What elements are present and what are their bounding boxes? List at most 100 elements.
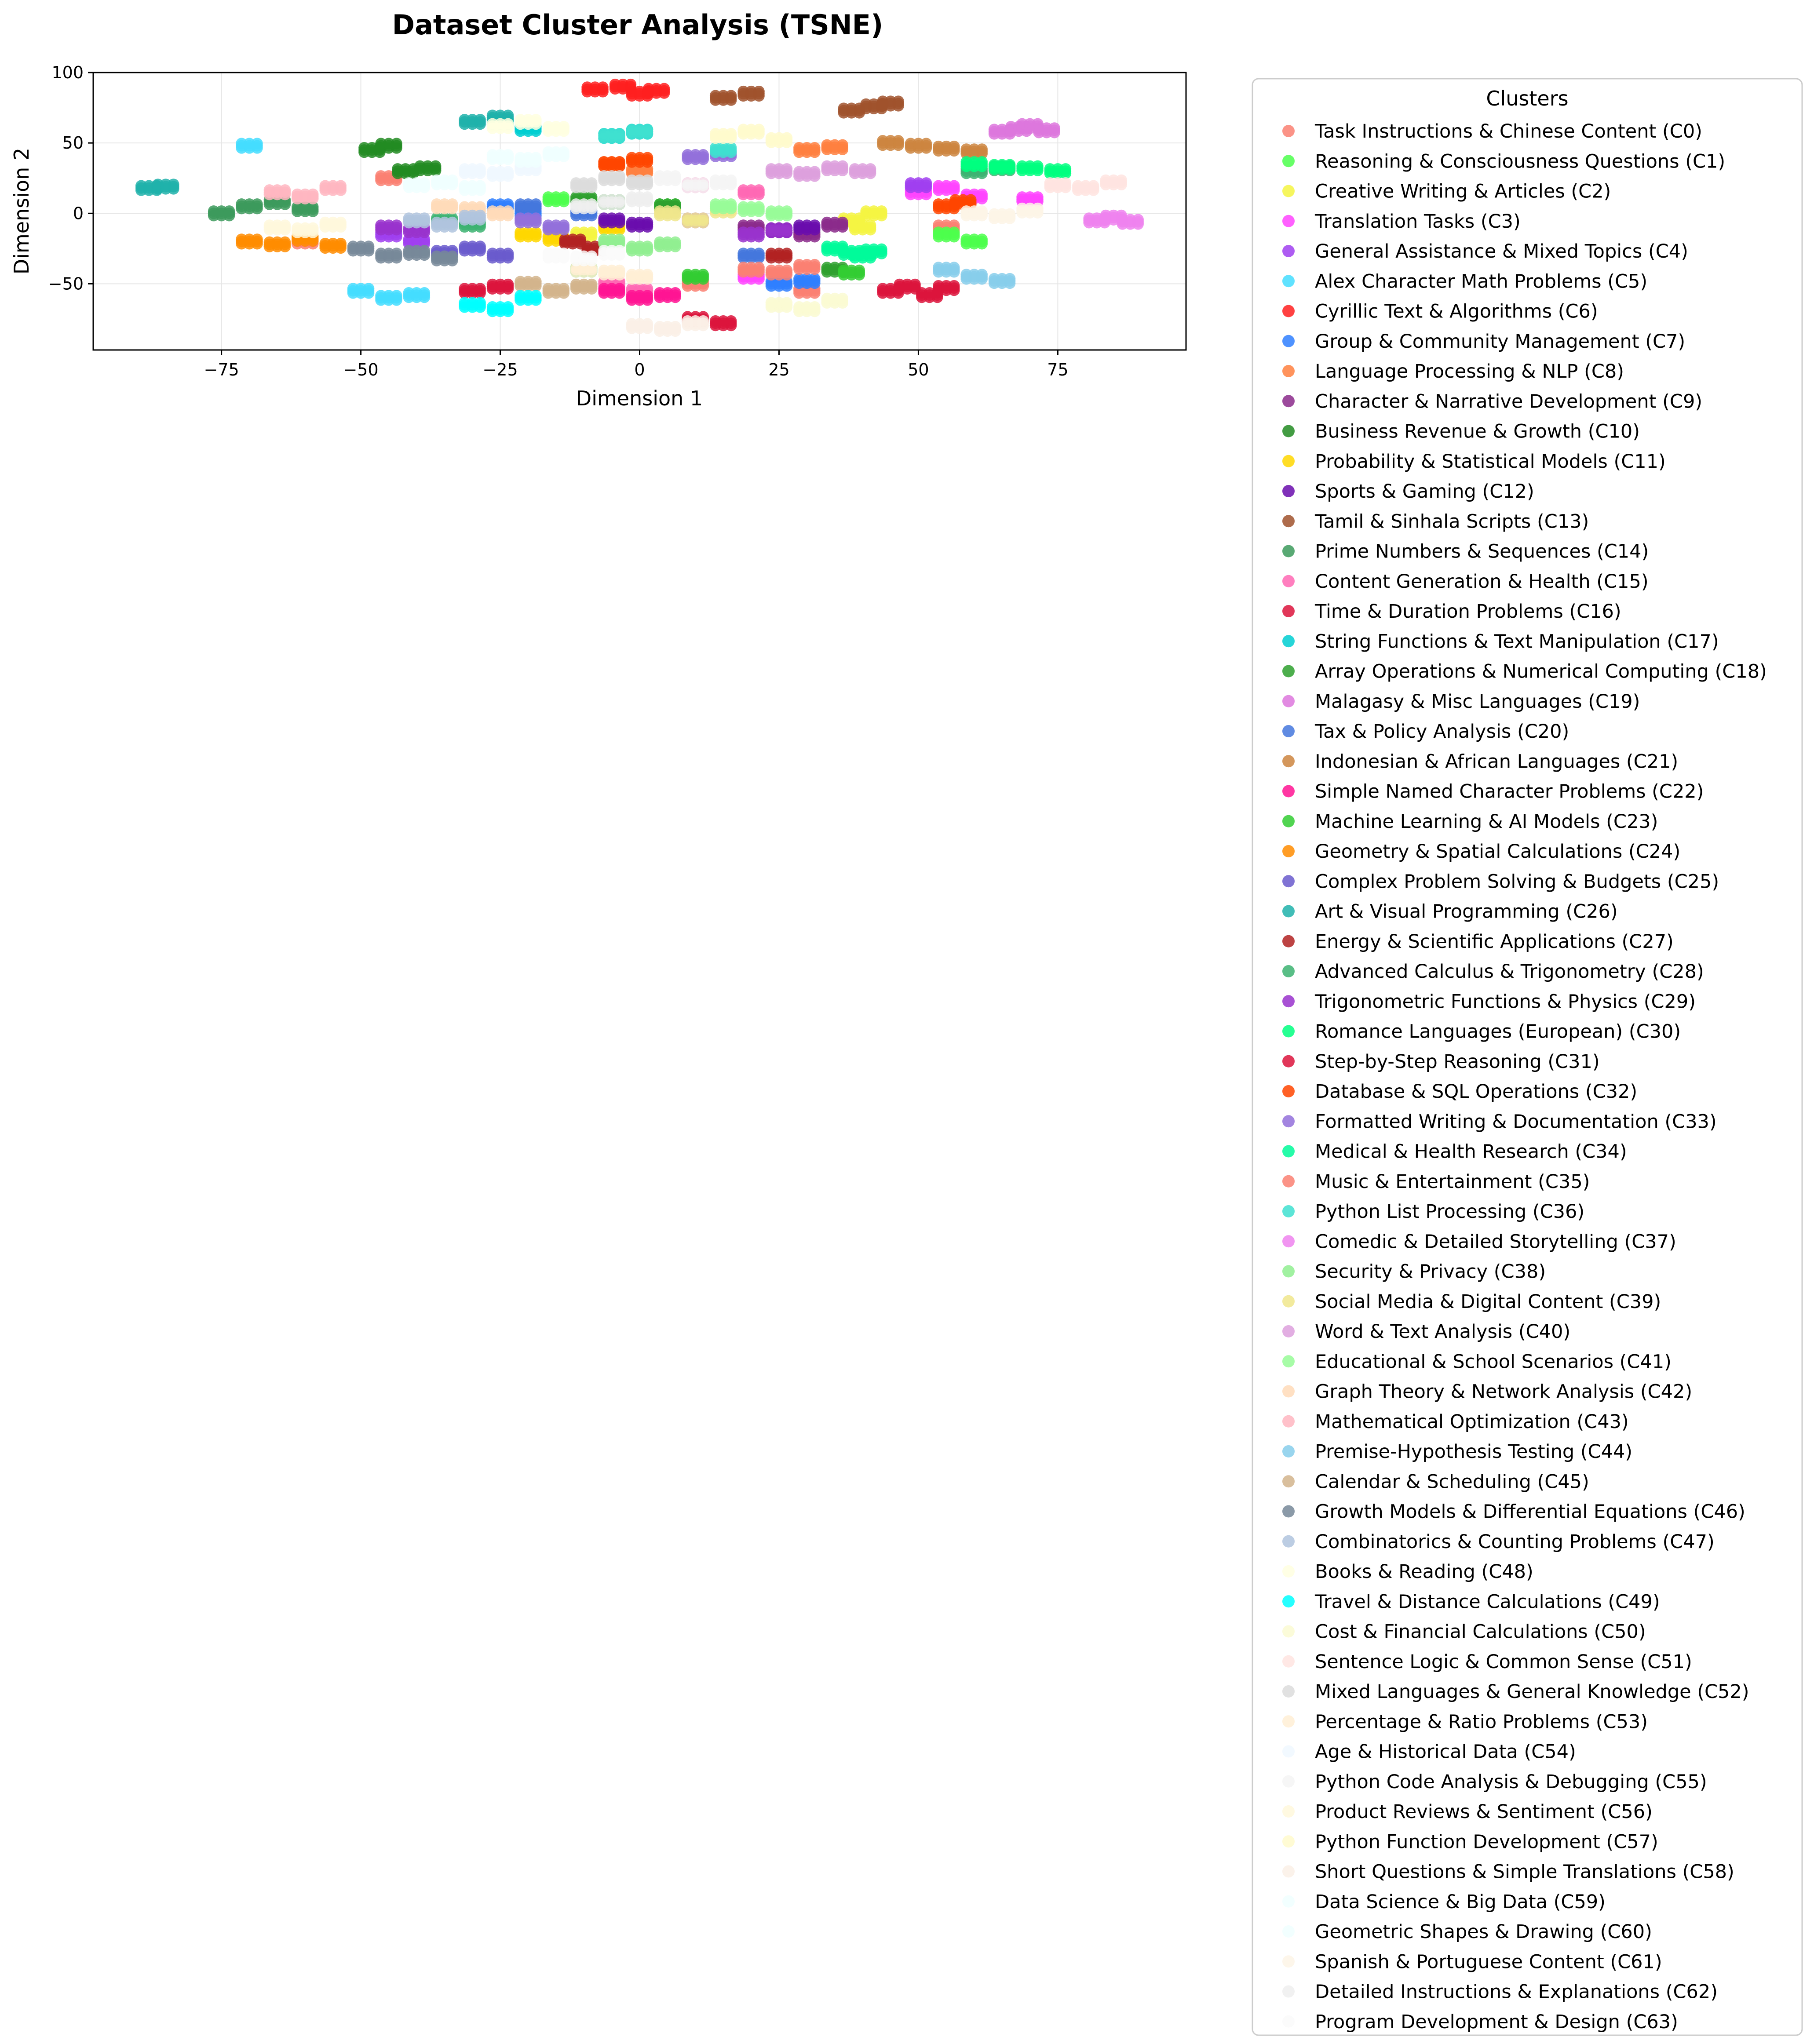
legend-entry: Malagasy & Misc Languages (C19)	[1315, 691, 1640, 713]
data-point	[892, 95, 904, 107]
legend-entry: Trigonometric Functions & Physics (C29)	[1314, 991, 1696, 1013]
legend-marker	[1282, 1655, 1295, 1668]
data-point	[502, 118, 514, 130]
data-point	[558, 219, 570, 231]
legend-title: Clusters	[1486, 87, 1568, 110]
legend-entry: Indonesian & African Languages (C21)	[1315, 751, 1678, 772]
data-point	[1060, 163, 1072, 175]
legend-entry: Combinatorics & Counting Problems (C47)	[1315, 1531, 1715, 1553]
legend-marker	[1282, 125, 1295, 137]
data-point	[725, 90, 737, 102]
legend-entry: Spanish & Portuguese Content (C61)	[1315, 1951, 1662, 1973]
data-point	[753, 262, 765, 273]
y-axis-label: Dimension 2	[10, 148, 33, 274]
scatter-points	[135, 78, 1144, 337]
data-point	[586, 250, 598, 262]
data-point	[809, 166, 821, 178]
data-point	[502, 149, 514, 161]
data-point	[781, 205, 793, 217]
legend-marker	[1282, 845, 1295, 857]
data-point	[1088, 180, 1099, 192]
data-point	[251, 198, 263, 210]
data-point	[976, 143, 988, 155]
data-point	[976, 233, 988, 245]
data-point	[1132, 214, 1144, 226]
data-point	[809, 219, 821, 231]
legend-marker	[1282, 1805, 1295, 1818]
legend-marker	[1282, 875, 1295, 888]
legend-frame	[1252, 78, 1803, 2036]
legend-marker	[1282, 1925, 1295, 1938]
data-point	[586, 278, 598, 290]
legend-entry: Character & Narrative Development (C9)	[1315, 390, 1702, 412]
legend-entry: Array Operations & Numerical Computing (…	[1315, 661, 1767, 683]
data-point	[558, 146, 570, 158]
legend-marker	[1282, 395, 1295, 408]
data-point	[976, 156, 988, 168]
data-point	[642, 318, 653, 330]
data-point	[1032, 202, 1044, 214]
data-point	[419, 287, 431, 299]
data-point	[781, 222, 793, 234]
legend-entry: Python List Processing (C36)	[1315, 1201, 1584, 1223]
data-point	[909, 278, 921, 290]
legend-entry: Mixed Languages & General Knowledge (C52…	[1315, 1681, 1749, 1703]
data-point	[697, 269, 709, 281]
legend-marker	[1282, 455, 1295, 467]
data-point	[753, 124, 765, 135]
legend-entry: Medical & Health Research (C34)	[1315, 1141, 1627, 1163]
legend-entry: Educational & School Scenarios (C41)	[1315, 1351, 1672, 1373]
data-point	[251, 233, 263, 245]
legend-entry: Comedic & Detailed Storytelling (C37)	[1315, 1231, 1676, 1253]
legend-marker	[1282, 1205, 1295, 1217]
data-point	[613, 283, 625, 295]
legend-entry: Word & Text Analysis (C40)	[1315, 1321, 1570, 1343]
x-axis: −75 −50 −25 0 25 50 75	[204, 350, 1069, 379]
data-point	[642, 216, 653, 228]
data-point	[1048, 122, 1060, 134]
data-point	[502, 301, 514, 313]
legend-marker	[1282, 185, 1295, 197]
legend-entry: Cost & Financial Calculations (C50)	[1315, 1621, 1646, 1643]
legend-entry: Tax & Policy Analysis (C20)	[1314, 721, 1569, 743]
data-point	[530, 152, 542, 164]
legend-entry: Mathematical Optimization (C43)	[1315, 1411, 1629, 1433]
data-point	[642, 191, 653, 203]
legend-entry: Alex Character Math Problems (C5)	[1315, 270, 1647, 292]
data-point	[558, 191, 570, 203]
x-tick-label: −75	[204, 360, 239, 379]
legend-entry: Travel & Distance Calculations (C49)	[1314, 1591, 1660, 1613]
legend-entry: Creative Writing & Articles (C2)	[1315, 181, 1611, 203]
legend-entry: Sports & Gaming (C12)	[1315, 481, 1534, 503]
data-point	[335, 180, 347, 192]
data-point	[948, 262, 960, 273]
legend-marker	[1282, 1145, 1295, 1158]
legend-entry: Simple Named Character Problems (C22)	[1315, 781, 1704, 803]
legend-marker	[1282, 635, 1295, 648]
legend-marker	[1282, 1325, 1295, 1337]
legend-marker	[1282, 1025, 1295, 1038]
legend-marker	[1282, 1055, 1295, 1068]
x-tick-label: −25	[482, 360, 518, 379]
legend-marker	[1282, 1115, 1295, 1128]
data-point	[781, 132, 793, 144]
data-point	[279, 219, 291, 231]
data-point	[558, 248, 570, 259]
data-point	[948, 140, 960, 152]
data-point	[419, 177, 431, 189]
data-point	[642, 174, 653, 186]
data-point	[307, 188, 319, 200]
data-point	[446, 198, 458, 210]
data-point	[391, 248, 402, 259]
data-point	[251, 138, 263, 149]
legend-entry: Data Science & Big Data (C59)	[1315, 1891, 1606, 1913]
data-point	[948, 226, 960, 238]
legend-entry: Formatted Writing & Documentation (C33)	[1315, 1111, 1717, 1133]
legend-entry: Growth Models & Differential Equations (…	[1315, 1501, 1745, 1523]
data-point	[307, 201, 319, 213]
data-point	[976, 269, 988, 281]
legend-entry: Geometry & Spatial Calculations (C24)	[1315, 841, 1680, 863]
data-point	[613, 156, 625, 168]
data-point	[558, 120, 570, 132]
legend-marker	[1282, 905, 1295, 918]
